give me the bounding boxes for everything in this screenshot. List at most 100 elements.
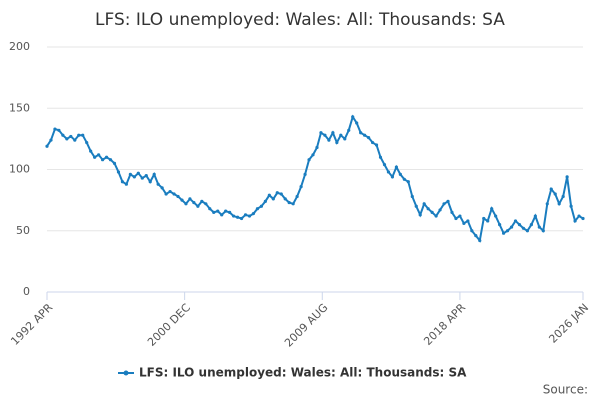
marker: [430, 210, 434, 214]
marker: [108, 158, 113, 162]
marker: [136, 171, 140, 175]
marker: [521, 226, 526, 230]
marker: [450, 210, 454, 214]
marker: [509, 225, 514, 229]
source: Source:: [543, 383, 588, 397]
marker: [494, 214, 498, 218]
marker: [212, 210, 216, 214]
marker: [498, 223, 502, 227]
marker: [553, 192, 557, 196]
marker: [271, 197, 275, 201]
marker: [390, 175, 395, 179]
marker: [525, 229, 530, 233]
marker: [414, 204, 418, 208]
marker: [57, 128, 61, 132]
y-tick-label: 50: [16, 224, 30, 237]
marker: [418, 213, 422, 217]
marker: [549, 187, 553, 191]
marker: [128, 172, 132, 176]
marker: [458, 214, 462, 218]
marker: [545, 202, 549, 206]
marker: [228, 210, 232, 214]
marker: [247, 214, 252, 218]
marker: [267, 193, 271, 197]
marker: [501, 231, 506, 235]
marker: [537, 225, 541, 229]
marker: [347, 128, 351, 132]
marker: [307, 158, 311, 162]
marker: [152, 172, 156, 176]
marker: [100, 158, 105, 162]
marker: [382, 163, 387, 167]
marker: [339, 133, 343, 137]
marker: [557, 202, 561, 206]
marker: [311, 153, 315, 157]
marker: [77, 133, 81, 137]
marker: [148, 180, 152, 184]
marker: [319, 131, 323, 135]
marker: [378, 155, 383, 159]
marker: [478, 238, 482, 243]
marker: [53, 127, 57, 131]
marker: [172, 192, 176, 196]
marker: [251, 212, 256, 216]
y-tick-label: 200: [9, 40, 30, 53]
marker: [573, 219, 577, 223]
marker: [168, 189, 172, 194]
marker: [263, 199, 267, 203]
marker: [73, 138, 77, 142]
marker: [132, 175, 136, 179]
marker: [474, 234, 478, 238]
marker: [208, 207, 212, 211]
marker: [216, 209, 220, 213]
marker: [164, 192, 168, 196]
legend-marker: [123, 370, 129, 376]
marker: [184, 202, 188, 206]
marker: [287, 200, 291, 205]
marker: [331, 131, 335, 135]
marker: [232, 214, 236, 218]
marker: [517, 223, 522, 227]
marker: [255, 207, 260, 211]
marker: [343, 137, 347, 141]
marker: [363, 133, 367, 137]
marker: [406, 180, 410, 184]
marker: [513, 219, 518, 223]
y-tick-label: 0: [23, 285, 30, 298]
marker: [224, 209, 228, 213]
marker: [69, 134, 73, 139]
marker: [470, 229, 474, 233]
marker: [561, 194, 565, 199]
marker: [359, 131, 363, 135]
marker: [235, 215, 240, 219]
marker: [85, 140, 89, 145]
marker: [81, 133, 85, 137]
marker: [482, 216, 486, 221]
marker: [299, 185, 303, 189]
marker: [89, 149, 93, 153]
marker: [120, 180, 125, 184]
marker: [204, 202, 208, 206]
marker: [355, 121, 359, 125]
marker: [569, 204, 573, 208]
marker: [438, 208, 442, 212]
marker: [505, 229, 510, 233]
marker: [65, 137, 69, 141]
marker: [565, 175, 569, 179]
marker: [196, 204, 200, 208]
marker: [581, 216, 585, 221]
marker: [529, 223, 533, 227]
marker: [466, 219, 470, 223]
marker: [410, 194, 414, 199]
marker: [323, 133, 327, 137]
marker: [279, 192, 283, 196]
marker: [220, 213, 224, 217]
marker: [97, 153, 101, 157]
marker: [295, 194, 299, 199]
marker: [454, 216, 458, 221]
marker: [160, 186, 164, 190]
marker: [49, 138, 53, 142]
marker: [486, 219, 490, 223]
marker: [386, 170, 391, 174]
